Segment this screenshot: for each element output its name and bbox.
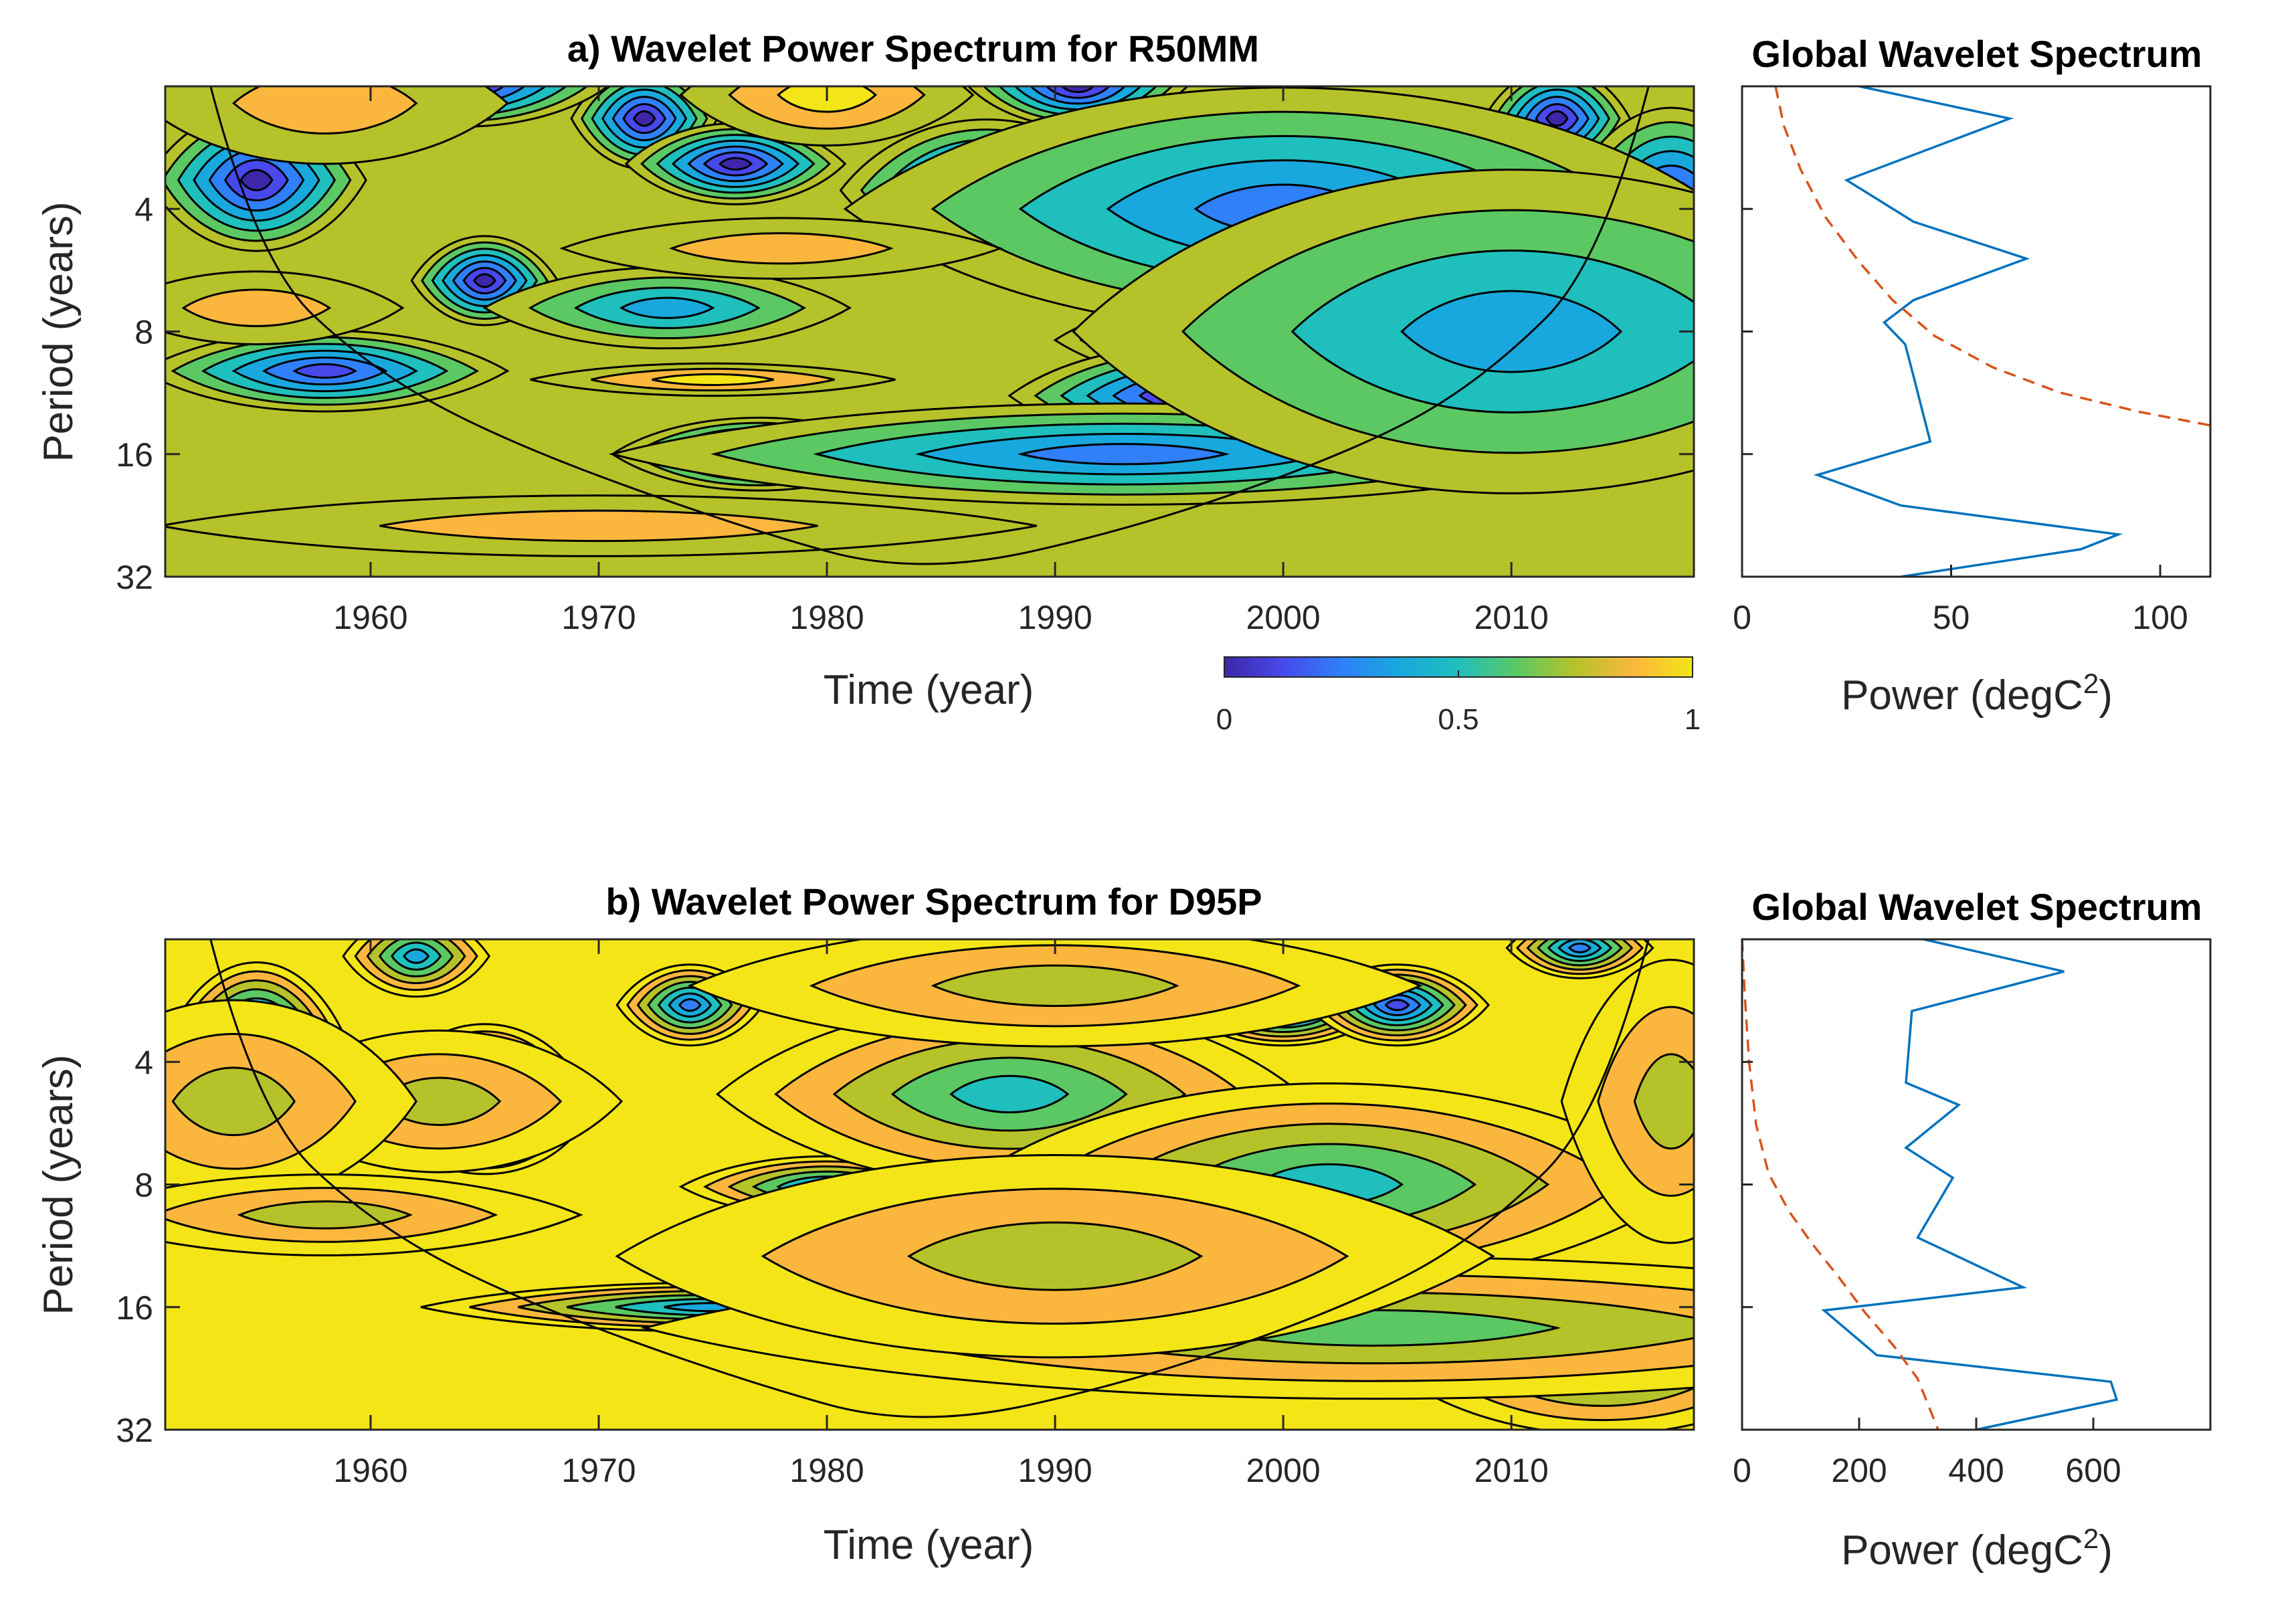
panel-b-gws-y-ticks bbox=[1742, 1060, 1753, 1431]
panel-a-gws-y-ticks bbox=[1742, 207, 1753, 578]
panel-a-contour-55 bbox=[632, 110, 656, 127]
panel-b-gws-lines bbox=[1742, 939, 2119, 1430]
panel-a-contour-76 bbox=[719, 157, 753, 171]
panel-a-gws-series-significance bbox=[1774, 86, 2210, 427]
panel-b-gws-x-label: Power (degC2) bbox=[1841, 1523, 2113, 1574]
panel-a-xtick-label-2: 1980 bbox=[789, 599, 864, 636]
panel-a-gws-x-label: Power (degC2) bbox=[1841, 668, 2113, 719]
panel-a-contour-129 bbox=[181, 288, 332, 327]
panel-b-gws-x-ticks: 0 200 400 600 bbox=[1733, 1418, 2121, 1489]
panel-a-y-ticks: 4 8 16 32 bbox=[116, 191, 1694, 596]
colorbar-ticks: 0 0.5 1 bbox=[1216, 670, 1701, 736]
colorbar-tick-label-2: 1 bbox=[1685, 703, 1701, 736]
panel-a-contours bbox=[165, 86, 1694, 557]
panel-a-heatmap bbox=[165, 86, 1694, 577]
panel-a-gws-title: Global Wavelet Spectrum bbox=[1751, 33, 2202, 75]
panel-b-gws-xtick-label-3: 600 bbox=[2065, 1452, 2121, 1489]
panel-b-contour-110 bbox=[1567, 942, 1592, 953]
panel-b-gws-series-global bbox=[1821, 939, 2119, 1430]
panel-b-title: b) Wavelet Power Spectrum for D95P bbox=[605, 880, 1262, 923]
panel-b-gws-xtick-label-0: 0 bbox=[1733, 1452, 1751, 1489]
panel-b-y-label: Period (years) bbox=[35, 1054, 82, 1315]
panel-a-contour-113 bbox=[1017, 443, 1230, 466]
panel-a-gws-frame bbox=[1741, 85, 2212, 578]
panel-a-contour-48 bbox=[1545, 110, 1569, 127]
panel-b-heatmap bbox=[165, 939, 1694, 1430]
panel-b-contour-144 bbox=[949, 1074, 1070, 1114]
panel-a-xtick-label-4: 2000 bbox=[1246, 599, 1321, 636]
panel-a-ytick-label-2: 16 bbox=[116, 436, 153, 474]
panel-a-xtick-label-0: 1960 bbox=[333, 599, 407, 636]
panel-b-y-ticks: 4 8 16 32 bbox=[116, 1044, 1694, 1449]
panel-b-gws-title: Global Wavelet Spectrum bbox=[1751, 886, 2202, 928]
panel-b-contour-168 bbox=[171, 1066, 296, 1137]
panel-b-xtick-label-0: 1960 bbox=[333, 1452, 407, 1489]
panel-a-contour-121 bbox=[1400, 290, 1623, 373]
panel-b-contour-122 bbox=[403, 948, 430, 964]
panel-b-contour-61 bbox=[1384, 999, 1410, 1012]
panel-b-contours bbox=[165, 939, 1694, 1430]
panel-b-gws-xtick-label-1: 200 bbox=[1831, 1452, 1887, 1489]
panel-a-xtick-label-3: 1990 bbox=[1018, 599, 1092, 636]
panel-b-contour-165 bbox=[931, 964, 1179, 1008]
panel-b-x-ticks: 1960 1970 1980 1990 2000 2010 bbox=[333, 939, 1549, 1489]
panel-a-gws-xtick-label-2: 100 bbox=[2132, 599, 2188, 636]
panel-a-gws-series-global bbox=[1813, 86, 2123, 577]
panel-a-gws-x-ticks: 0 50 100 bbox=[1733, 565, 2188, 636]
panel-a-x-label: Time (year) bbox=[824, 667, 1034, 713]
panel-b-xtick-label-5: 2010 bbox=[1474, 1452, 1549, 1489]
panel-a-contour-133 bbox=[379, 509, 818, 543]
panel-b-xtick-label-3: 1990 bbox=[1018, 1452, 1092, 1489]
panel-a-ytick-label-1: 8 bbox=[134, 314, 153, 351]
panel-a-xtick-label-5: 2010 bbox=[1474, 599, 1549, 636]
panel-a-cone-of-influence bbox=[209, 86, 1650, 565]
colorbar-tick-label-0: 0 bbox=[1216, 703, 1232, 736]
panel-b-contour-171 bbox=[237, 1200, 413, 1230]
panel-a-contour-62 bbox=[240, 169, 274, 191]
panel-a-y-label: Period (years) bbox=[35, 201, 82, 462]
panel-a-contour-103 bbox=[292, 363, 358, 379]
panel-a-gws-xtick-label-1: 50 bbox=[1933, 599, 1970, 636]
panel-a-contour-41 bbox=[473, 273, 496, 288]
panel-a-contour-127 bbox=[652, 373, 774, 386]
panel-a-contour-117 bbox=[619, 296, 715, 319]
panel-b-ytick-label-2: 16 bbox=[116, 1289, 153, 1327]
panel-b-contour-82 bbox=[678, 998, 702, 1012]
panel-b-ytick-label-0: 4 bbox=[134, 1044, 153, 1081]
colorbar-tick-label-1: 0.5 bbox=[1438, 703, 1478, 736]
panel-b-x-label: Time (year) bbox=[824, 1522, 1034, 1568]
panel-b-contour-162 bbox=[906, 1221, 1204, 1291]
panel-b-gws-series-significance bbox=[1742, 939, 1939, 1430]
panel-a-title: a) Wavelet Power Spectrum for R50MM bbox=[567, 27, 1259, 70]
panel-a-contour-90 bbox=[1060, 86, 1095, 94]
panel-b-xtick-label-1: 1970 bbox=[561, 1452, 636, 1489]
panel-b-xtick-label-4: 2000 bbox=[1246, 1452, 1321, 1489]
panel-a-ytick-label-3: 32 bbox=[116, 559, 153, 596]
panel-b-ytick-label-1: 8 bbox=[134, 1167, 153, 1204]
panel-a-xtick-label-1: 1970 bbox=[561, 599, 636, 636]
panel-b-xtick-label-2: 1980 bbox=[789, 1452, 864, 1489]
panel-a-gws-lines bbox=[1774, 86, 2210, 577]
panel-a-ytick-label-0: 4 bbox=[134, 191, 153, 228]
panel-a-x-ticks: 1960 1970 1980 1990 2000 2010 bbox=[333, 86, 1549, 636]
panel-a-contour-131 bbox=[668, 232, 894, 265]
panel-a-gws-xtick-label-0: 0 bbox=[1733, 599, 1751, 636]
panel-b-ytick-label-3: 32 bbox=[116, 1412, 153, 1449]
panel-b-gws-frame bbox=[1741, 938, 2212, 1431]
panel-b-cone-of-influence bbox=[209, 939, 1650, 1418]
panel-b-gws-xtick-label-2: 400 bbox=[1948, 1452, 2004, 1489]
panel-b-contour-159 bbox=[1633, 1053, 1694, 1150]
